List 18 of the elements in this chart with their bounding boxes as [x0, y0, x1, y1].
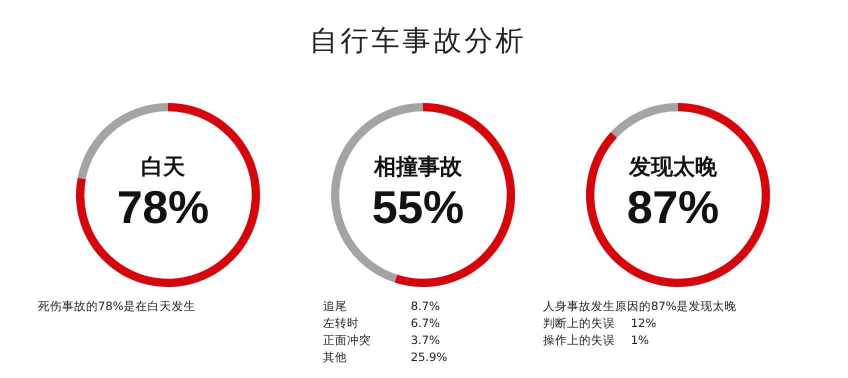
text: 追尾 8.7%	[323, 298, 441, 315]
slice-label: 相撞事故	[372, 153, 463, 182]
text: 左转时 6.7%	[323, 315, 441, 332]
text: 人身事故发生原因的87%是发现太晚	[543, 298, 737, 315]
slice-label: 发现太晚	[628, 153, 718, 182]
text: 其他 25.9%	[323, 349, 448, 366]
text: 操作上的失误 1%	[543, 332, 650, 349]
data-label: 78%	[116, 180, 210, 234]
data-label: 55%	[370, 180, 466, 234]
text: 正面冲突 3.7%	[323, 332, 441, 349]
donut-slice	[610, 103, 678, 138]
donut-slice	[76, 103, 260, 287]
donut-slice	[586, 103, 770, 287]
text: 死伤事故的78%是在白天发生	[38, 298, 196, 315]
text: 判断上的失误 12%	[543, 315, 658, 332]
chart-title: 自行车事故分析	[308, 23, 528, 59]
data-label: 87%	[626, 180, 720, 234]
slice-label: 白天	[140, 153, 186, 182]
